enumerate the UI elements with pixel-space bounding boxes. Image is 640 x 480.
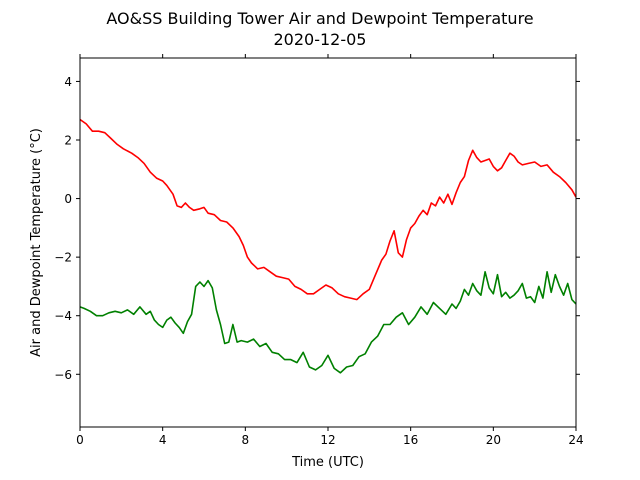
y-axis-label: Air and Dewpoint Temperature (°C) <box>29 128 44 357</box>
x-tick-label: 8 <box>242 433 250 447</box>
chart-title: AO&SS Building Tower Air and Dewpoint Te… <box>106 9 533 28</box>
plot-lines <box>79 118 577 374</box>
plot-frame <box>79 57 577 428</box>
x-tick-label: 12 <box>320 433 335 447</box>
y-tick-label: −6 <box>54 368 72 382</box>
x-tick-label: 24 <box>568 433 583 447</box>
x-tick-label: 4 <box>159 433 167 447</box>
x-axis-label: Time (UTC) <box>291 455 364 470</box>
x-tick-label: 0 <box>76 433 84 447</box>
chart-subtitle: 2020-12-05 <box>274 30 367 49</box>
y-tick-label: −4 <box>54 309 72 323</box>
y-tick-label: 2 <box>64 134 72 148</box>
series-line-0 <box>79 118 577 301</box>
y-tick-label: −2 <box>54 251 72 265</box>
y-tick-label: 0 <box>64 192 72 206</box>
series-line-1 <box>79 270 577 374</box>
x-tick-label: 16 <box>403 433 418 447</box>
y-tick-label: 4 <box>64 75 72 89</box>
x-tick-label: 20 <box>486 433 501 447</box>
